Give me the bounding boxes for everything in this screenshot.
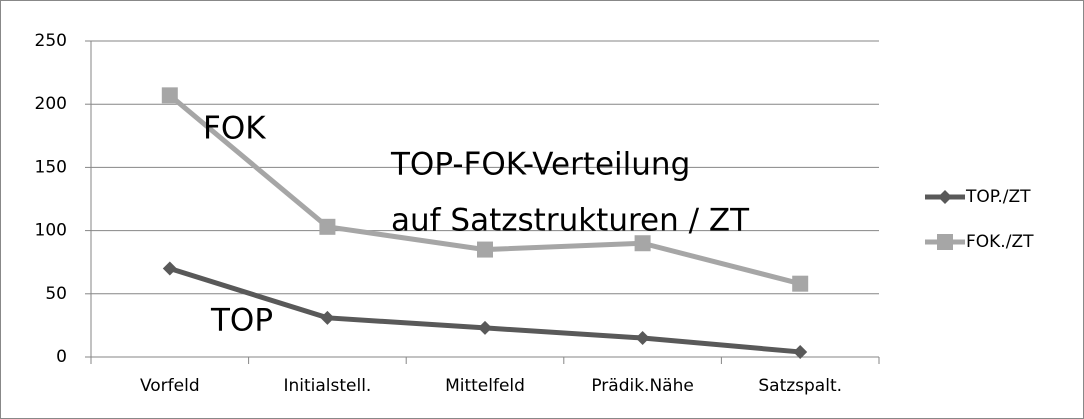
chart-title: auf Satzstrukturen / ZT bbox=[391, 203, 750, 239]
y-tick-label: 100 bbox=[35, 221, 67, 241]
point bbox=[319, 218, 336, 235]
y-tick-label: 150 bbox=[35, 157, 67, 177]
y-tick-label: 200 bbox=[35, 94, 67, 114]
y-tick-label: 0 bbox=[56, 347, 67, 367]
x-tick-label: Mittelfeld bbox=[445, 376, 525, 396]
annotation: TOP bbox=[210, 303, 273, 339]
legend-label: TOP./ZT bbox=[965, 187, 1031, 207]
point bbox=[635, 331, 650, 346]
point bbox=[792, 275, 809, 292]
point bbox=[793, 344, 808, 359]
legend-marker bbox=[937, 234, 953, 250]
legend-label: FOK./ZT bbox=[966, 232, 1034, 252]
x-tick-label: Prädik.Nähe bbox=[591, 376, 694, 396]
y-tick-label: 50 bbox=[45, 284, 67, 304]
annotation: FOK bbox=[203, 111, 266, 147]
point bbox=[477, 241, 493, 258]
x-tick-label: Initialstell. bbox=[283, 376, 371, 396]
point bbox=[320, 310, 335, 325]
point bbox=[634, 235, 651, 252]
point bbox=[162, 261, 177, 276]
point bbox=[161, 87, 178, 104]
chart-title: TOP-FOK-Verteilung bbox=[390, 147, 690, 183]
point bbox=[478, 320, 492, 335]
y-tick-label: 250 bbox=[35, 31, 67, 51]
x-tick-label: Vorfeld bbox=[140, 376, 200, 396]
legend-marker bbox=[938, 190, 952, 204]
x-tick-label: Satzspalt. bbox=[758, 376, 842, 396]
